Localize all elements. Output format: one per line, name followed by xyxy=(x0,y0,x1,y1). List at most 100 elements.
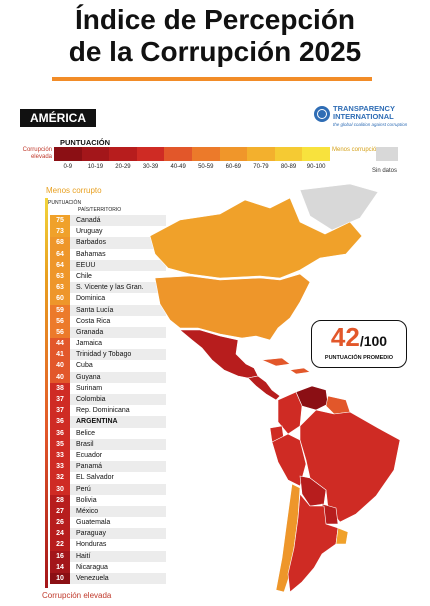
ranking-country: México xyxy=(70,505,166,518)
ranking-country: Honduras xyxy=(76,541,107,549)
scale-tick-label: 40-49 xyxy=(170,164,186,170)
ranking-row: 37 Rep. Dominicana xyxy=(50,405,166,417)
ranking-country: Chile xyxy=(76,272,92,280)
ranking-row: 64 EEUU xyxy=(50,259,166,271)
ranking-score: 37 xyxy=(50,394,70,406)
average-score-box: 42/100 PUNTUACIÓN PROMEDIO xyxy=(311,320,407,368)
ranking-country: Costa Rica xyxy=(76,317,111,325)
scale-swatch xyxy=(302,147,330,161)
ranking-country: Cuba xyxy=(76,362,93,370)
ranking-score: 37 xyxy=(50,405,70,417)
ranking-country: Guatemala xyxy=(76,519,111,527)
scale-title: PUNTUACIÓN xyxy=(60,138,110,147)
ranking-score: 63 xyxy=(50,282,70,294)
ranking-country: S. Vicente y las Gran. xyxy=(70,282,166,294)
map-central-america xyxy=(247,375,281,401)
ranking-country: Santa Lucía xyxy=(70,304,166,316)
scale-tick-label: 60-69 xyxy=(225,164,242,170)
ranking-score: 36 xyxy=(50,427,70,439)
scale-tick-label: 10-19 xyxy=(87,164,104,170)
ranking-gradient-bar xyxy=(45,198,48,588)
ranking-score: 30 xyxy=(50,483,70,495)
logo-name-line-1: TRANSPARENCY xyxy=(333,104,395,113)
ranking-row: 44 Jamaica xyxy=(50,338,166,350)
region-badge: AMÉRICA xyxy=(20,109,96,127)
ranking-score: 38 xyxy=(50,382,70,394)
map-brazil xyxy=(299,409,401,523)
scale-swatch xyxy=(81,147,110,161)
scale-swatch xyxy=(219,147,248,161)
average-score: 42/100 xyxy=(312,323,406,355)
ranking-row: 36 ARGENTINA xyxy=(50,416,166,428)
average-score-denominator: /100 xyxy=(359,333,388,349)
ranking-country: Venezuela xyxy=(70,573,166,585)
ranking-score: 16 xyxy=(50,550,70,562)
ranking-score: 22 xyxy=(50,539,70,551)
ranking-row: 75 Canadá xyxy=(50,215,166,227)
scale-tick-label: 20-29 xyxy=(115,164,131,170)
map-peru xyxy=(271,433,307,487)
americas-map xyxy=(150,183,401,593)
ranking-country: Bahamas xyxy=(76,250,106,258)
ranking-row: 24 Paraguay xyxy=(50,528,166,540)
ranking-country: Nicaragua xyxy=(76,563,108,571)
ranking-row: 33 Ecuador xyxy=(50,449,166,462)
map-canada xyxy=(150,197,363,279)
ranking-country: Uruguay xyxy=(76,228,103,236)
ranking-country: Bolivia xyxy=(76,496,97,504)
ranking-row: 40 Cuba xyxy=(50,360,166,372)
ranking-score: 40 xyxy=(50,371,70,383)
scale-tick-label: 50-59 xyxy=(198,164,214,170)
scale-swatch xyxy=(247,147,275,161)
scale-swatch xyxy=(274,147,303,161)
ranking-score: 56 xyxy=(50,315,70,327)
scale-ticks: 0-9 10-19 20-29 30-39 40-49 50-59 60-69 70-79 80… xyxy=(54,164,330,170)
scale-swatch xyxy=(136,147,165,161)
ranking-country: Canadá xyxy=(70,215,166,227)
ranking-country: Haití xyxy=(70,550,166,562)
ranking-country: Guyana xyxy=(70,371,166,383)
ranking-country: Belice xyxy=(76,429,96,437)
ranking-score: 33 xyxy=(50,461,70,473)
ranking-row: 10 Venezuela xyxy=(50,573,166,585)
ranking-row: 56 Granada xyxy=(50,326,166,339)
map-uruguay xyxy=(335,527,349,545)
title-line-2: de la Corrupción 2025 xyxy=(68,36,362,67)
ranking-country: Rep. Dominicana xyxy=(76,407,130,415)
scale-swatch xyxy=(109,147,137,161)
ranking-row: 56 Costa Rica xyxy=(50,315,166,327)
ranking-score: 24 xyxy=(50,528,70,540)
ranking-row: 22 Honduras xyxy=(50,539,166,551)
ranking-country: Granada xyxy=(70,326,166,339)
ranking-score: 10 xyxy=(50,573,70,585)
no-data-label: Sin datos xyxy=(372,168,398,174)
ranking-row: 37 Colombia xyxy=(50,394,166,406)
scale-tick-label: 0-9 xyxy=(63,164,73,170)
ranking-country: EEUU xyxy=(70,259,166,271)
ranking-country: Jamaica xyxy=(76,340,103,348)
ranking-row: 64 Bahamas xyxy=(50,248,166,260)
ranking-row: 35 Brasil xyxy=(50,438,166,450)
ranking-country: Ecuador xyxy=(76,451,103,459)
ranking-score: 64 xyxy=(50,259,70,271)
scale-tick-label: 90-100 xyxy=(306,164,326,170)
ranking-row: 63 Chile xyxy=(50,270,166,283)
ranking-score: 40 xyxy=(50,360,70,372)
scale-tick-label: 70-79 xyxy=(253,164,269,170)
ranking-score: 27 xyxy=(50,505,70,518)
ranking-row: 63 S. Vicente y las Gran. xyxy=(50,282,166,294)
ranking-row: 33 Panamá xyxy=(50,461,166,473)
map-caribbean xyxy=(261,357,311,375)
ranking-score: 14 xyxy=(50,561,70,573)
ranking-country: Brasil xyxy=(70,438,166,450)
ranking-country: Colombia xyxy=(70,394,166,406)
ranking-score: 64 xyxy=(50,248,70,260)
ranking-row: 32 EL Salvador xyxy=(50,472,166,484)
ranking-score: 41 xyxy=(50,349,70,361)
ranking-row: 38 Surinam xyxy=(50,382,166,394)
transparency-international-logo: TRANSPARENCY INTERNATIONAL the global co… xyxy=(314,104,414,130)
ranking-row: 59 Santa Lucía xyxy=(50,304,166,316)
no-data-swatch xyxy=(376,147,398,161)
ranking-country: Dominica xyxy=(76,295,106,303)
map-greenland xyxy=(299,183,379,231)
